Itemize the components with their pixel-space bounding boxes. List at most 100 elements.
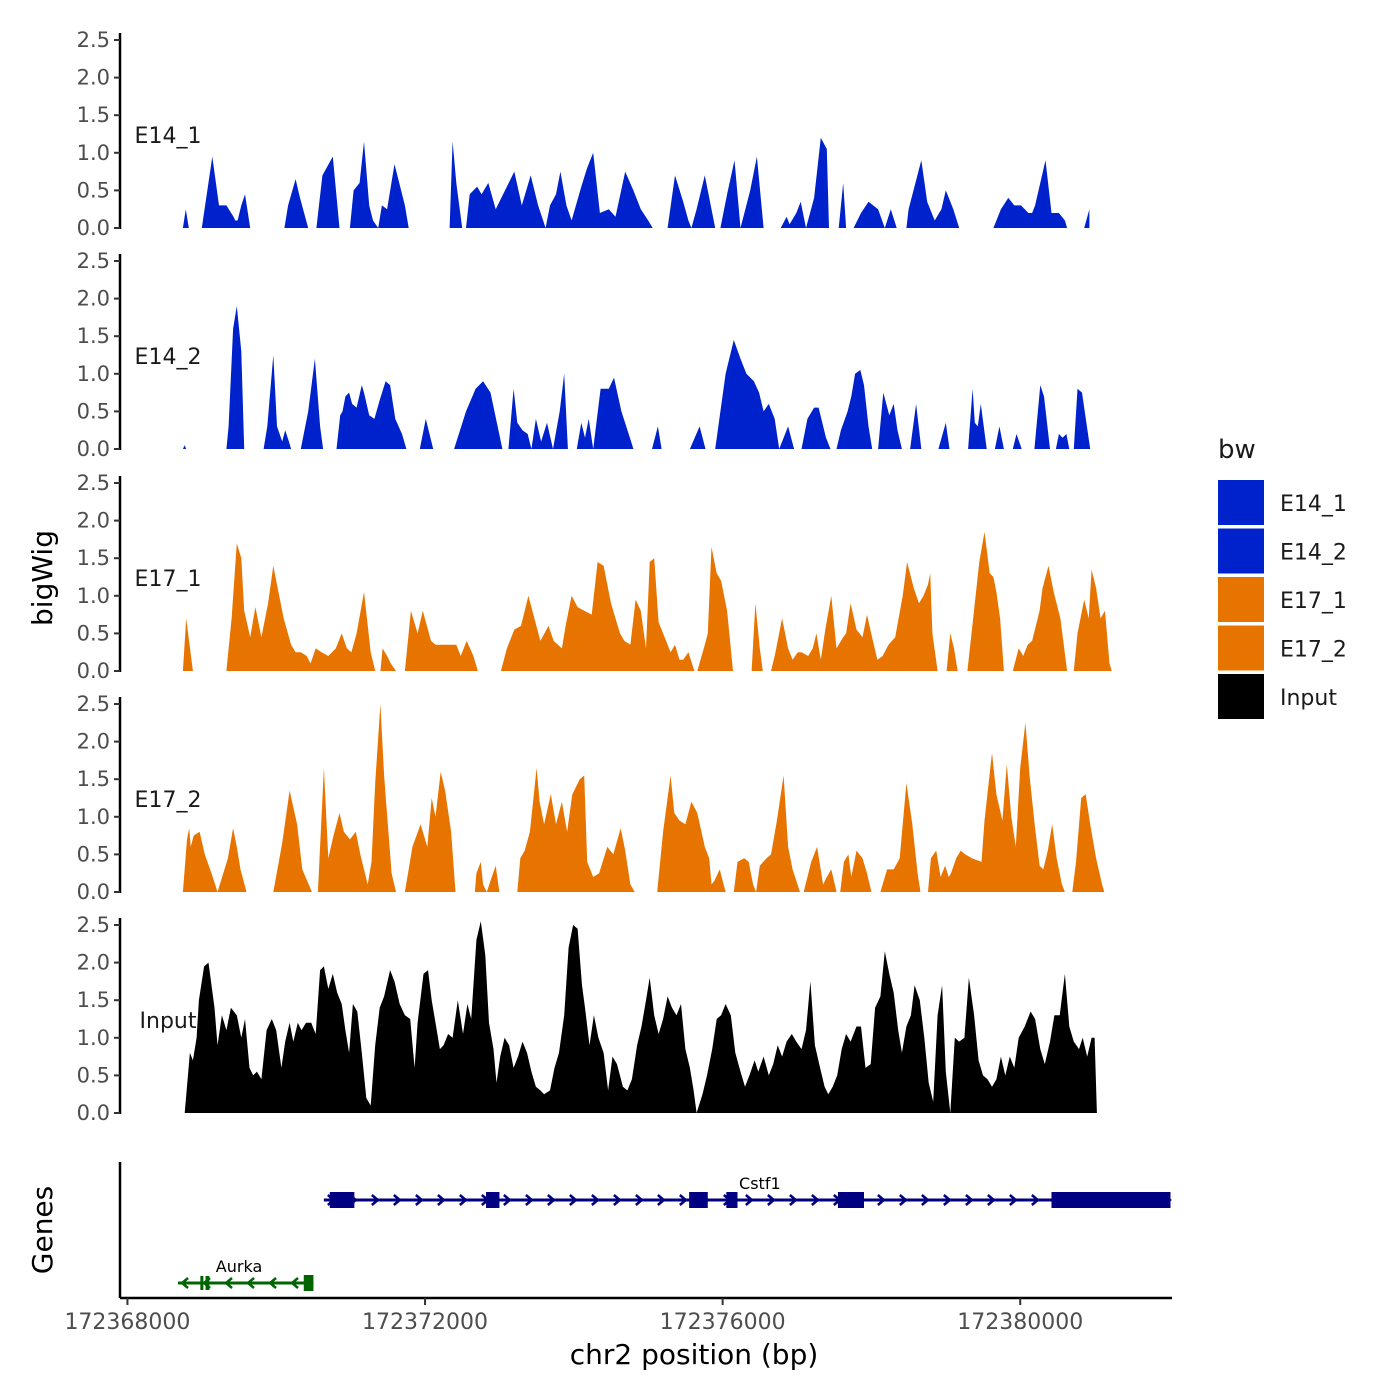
signal-area-Input [184,921,1097,1113]
exon-block [205,1276,210,1290]
track-E17_1: 0.0 0.5 1.0 1.5 2.0 2.5 E17_1 [77,471,1112,683]
track-E14_2: 0.0 0.5 1.0 1.5 2.0 2.5 E14_2 [77,249,1091,461]
x-axis-ticks: 172368000 172372000 172376000 172380000 [64,1298,1083,1335]
legend-swatch [1218,674,1264,719]
strand-arrow [459,1194,468,1206]
strand-arrow [525,1194,534,1206]
y-tick-label: 2.5 [77,249,110,273]
y-tick-label: 2.5 [77,913,110,937]
gene-Cstf1: Cstf1 [323,1174,1172,1208]
gene-models: Cstf1 Aurka [178,1174,1172,1291]
y-axis-title: bigWig [26,530,59,626]
y-tick-label: 2.5 [77,28,110,52]
strand-arrow [569,1194,578,1206]
strand-arrow [613,1194,622,1206]
legend: bw E14_1 E14_2 E17_1 E17_2 Input [1218,435,1347,719]
y-tick-label: 2.0 [77,730,110,754]
x-tick-label: 172376000 [660,1310,786,1335]
x-tick-label: 172368000 [64,1310,190,1335]
strand-arrow [437,1194,446,1206]
strand-arrow [657,1194,666,1206]
strand-arrow [745,1194,754,1206]
track-E14_1: 0.0 0.5 1.0 1.5 2.0 2.5 E14_1 [77,28,1090,240]
track-E17_2: 0.0 0.5 1.0 1.5 2.0 2.5 E17_2 [77,692,1105,904]
y-tick-label: 0.0 [77,1101,110,1125]
signal-area-E14_1 [182,137,1090,228]
y-tick-label: 1.5 [77,988,110,1012]
y-tick-label: 1.5 [77,546,110,570]
y-tick-label: 2.0 [77,66,110,90]
strand-arrow [789,1194,798,1206]
legend-swatch [1218,577,1264,622]
x-axis-title: chr2 position (bp) [570,1338,819,1371]
legend-title: bw [1218,435,1256,465]
strand-arrow [987,1194,996,1206]
track-label: E14_1 [135,124,202,149]
y-tick-label: 1.0 [77,141,110,165]
legend-label: E17_1 [1280,589,1347,614]
y-tick-label: 1.0 [77,1026,110,1050]
x-tick-label: 172380000 [957,1310,1083,1335]
exon-block [689,1192,708,1208]
exon-block [486,1192,500,1208]
y-tick-label: 0.5 [77,399,110,423]
gene-Aurka: Aurka [178,1257,314,1291]
strand-arrow [371,1194,380,1206]
signal-area-E17_2 [182,704,1105,892]
strand-arrow [246,1277,255,1289]
gene-label: Cstf1 [739,1174,781,1193]
legend-swatch [1218,480,1264,525]
track-label: E17_1 [135,567,202,592]
strand-arrow [767,1194,776,1206]
y-tick-label: 0.0 [77,880,110,904]
y-tick-label: 2.0 [77,509,110,533]
exon-block [726,1192,738,1208]
strand-arrow [547,1194,556,1206]
y-tick-label: 1.5 [77,767,110,791]
x-tick-label: 172372000 [362,1310,488,1335]
strand-arrow [635,1194,644,1206]
strand-arrow [943,1194,952,1206]
y-tick-label: 1.5 [77,324,110,348]
y-tick-label: 2.0 [77,951,110,975]
strand-arrow [811,1194,820,1206]
y-tick-label: 1.5 [77,103,110,127]
exon-block [1051,1192,1171,1208]
strand-arrow [965,1194,974,1206]
track-label: Input [140,1009,197,1034]
strand-arrow [1009,1194,1018,1206]
y-tick-label: 0.0 [77,216,110,240]
legend-label: E17_2 [1280,638,1347,663]
legend-entries: E14_1 E14_2 E17_1 E17_2 Input [1218,480,1347,719]
signal-tracks: 0.0 0.5 1.0 1.5 2.0 2.5 E14_1 0.0 0.5 1.0 1.5 2.0 2.… [77,28,1112,1125]
strand-arrow [679,1194,688,1206]
legend-swatch [1218,528,1264,574]
genes-axis-title: Genes [26,1186,59,1274]
y-tick-label: 2.0 [77,287,110,311]
y-tick-label: 2.5 [77,692,110,716]
y-tick-label: 0.5 [77,621,110,645]
y-tick-label: 1.0 [77,362,110,386]
legend-label: E14_1 [1280,492,1347,517]
strand-arrow [180,1277,189,1289]
strand-arrow [268,1277,277,1289]
strand-arrow [393,1194,402,1206]
x-axis: 172368000 172372000 172376000 172380000 chr… [64,1296,1172,1371]
legend-label: E14_2 [1280,541,1347,566]
y-tick-label: 1.0 [77,805,110,829]
genes-panel: Cstf1 Aurka [118,1162,1172,1298]
strand-arrow [1031,1194,1040,1206]
strand-arrow [921,1194,930,1206]
exon-block [329,1192,355,1208]
legend-label: Input [1280,686,1337,711]
signal-area-E17_1 [182,531,1112,671]
strand-arrow [591,1194,600,1206]
track-Input: 0.0 0.5 1.0 1.5 2.0 2.5 Input [77,913,1097,1125]
exon-block [303,1275,314,1291]
y-tick-label: 2.5 [77,471,110,495]
y-tick-label: 0.5 [77,1063,110,1087]
exon-block [837,1192,864,1208]
track-label: E14_2 [135,345,202,370]
strand-arrow [899,1194,908,1206]
